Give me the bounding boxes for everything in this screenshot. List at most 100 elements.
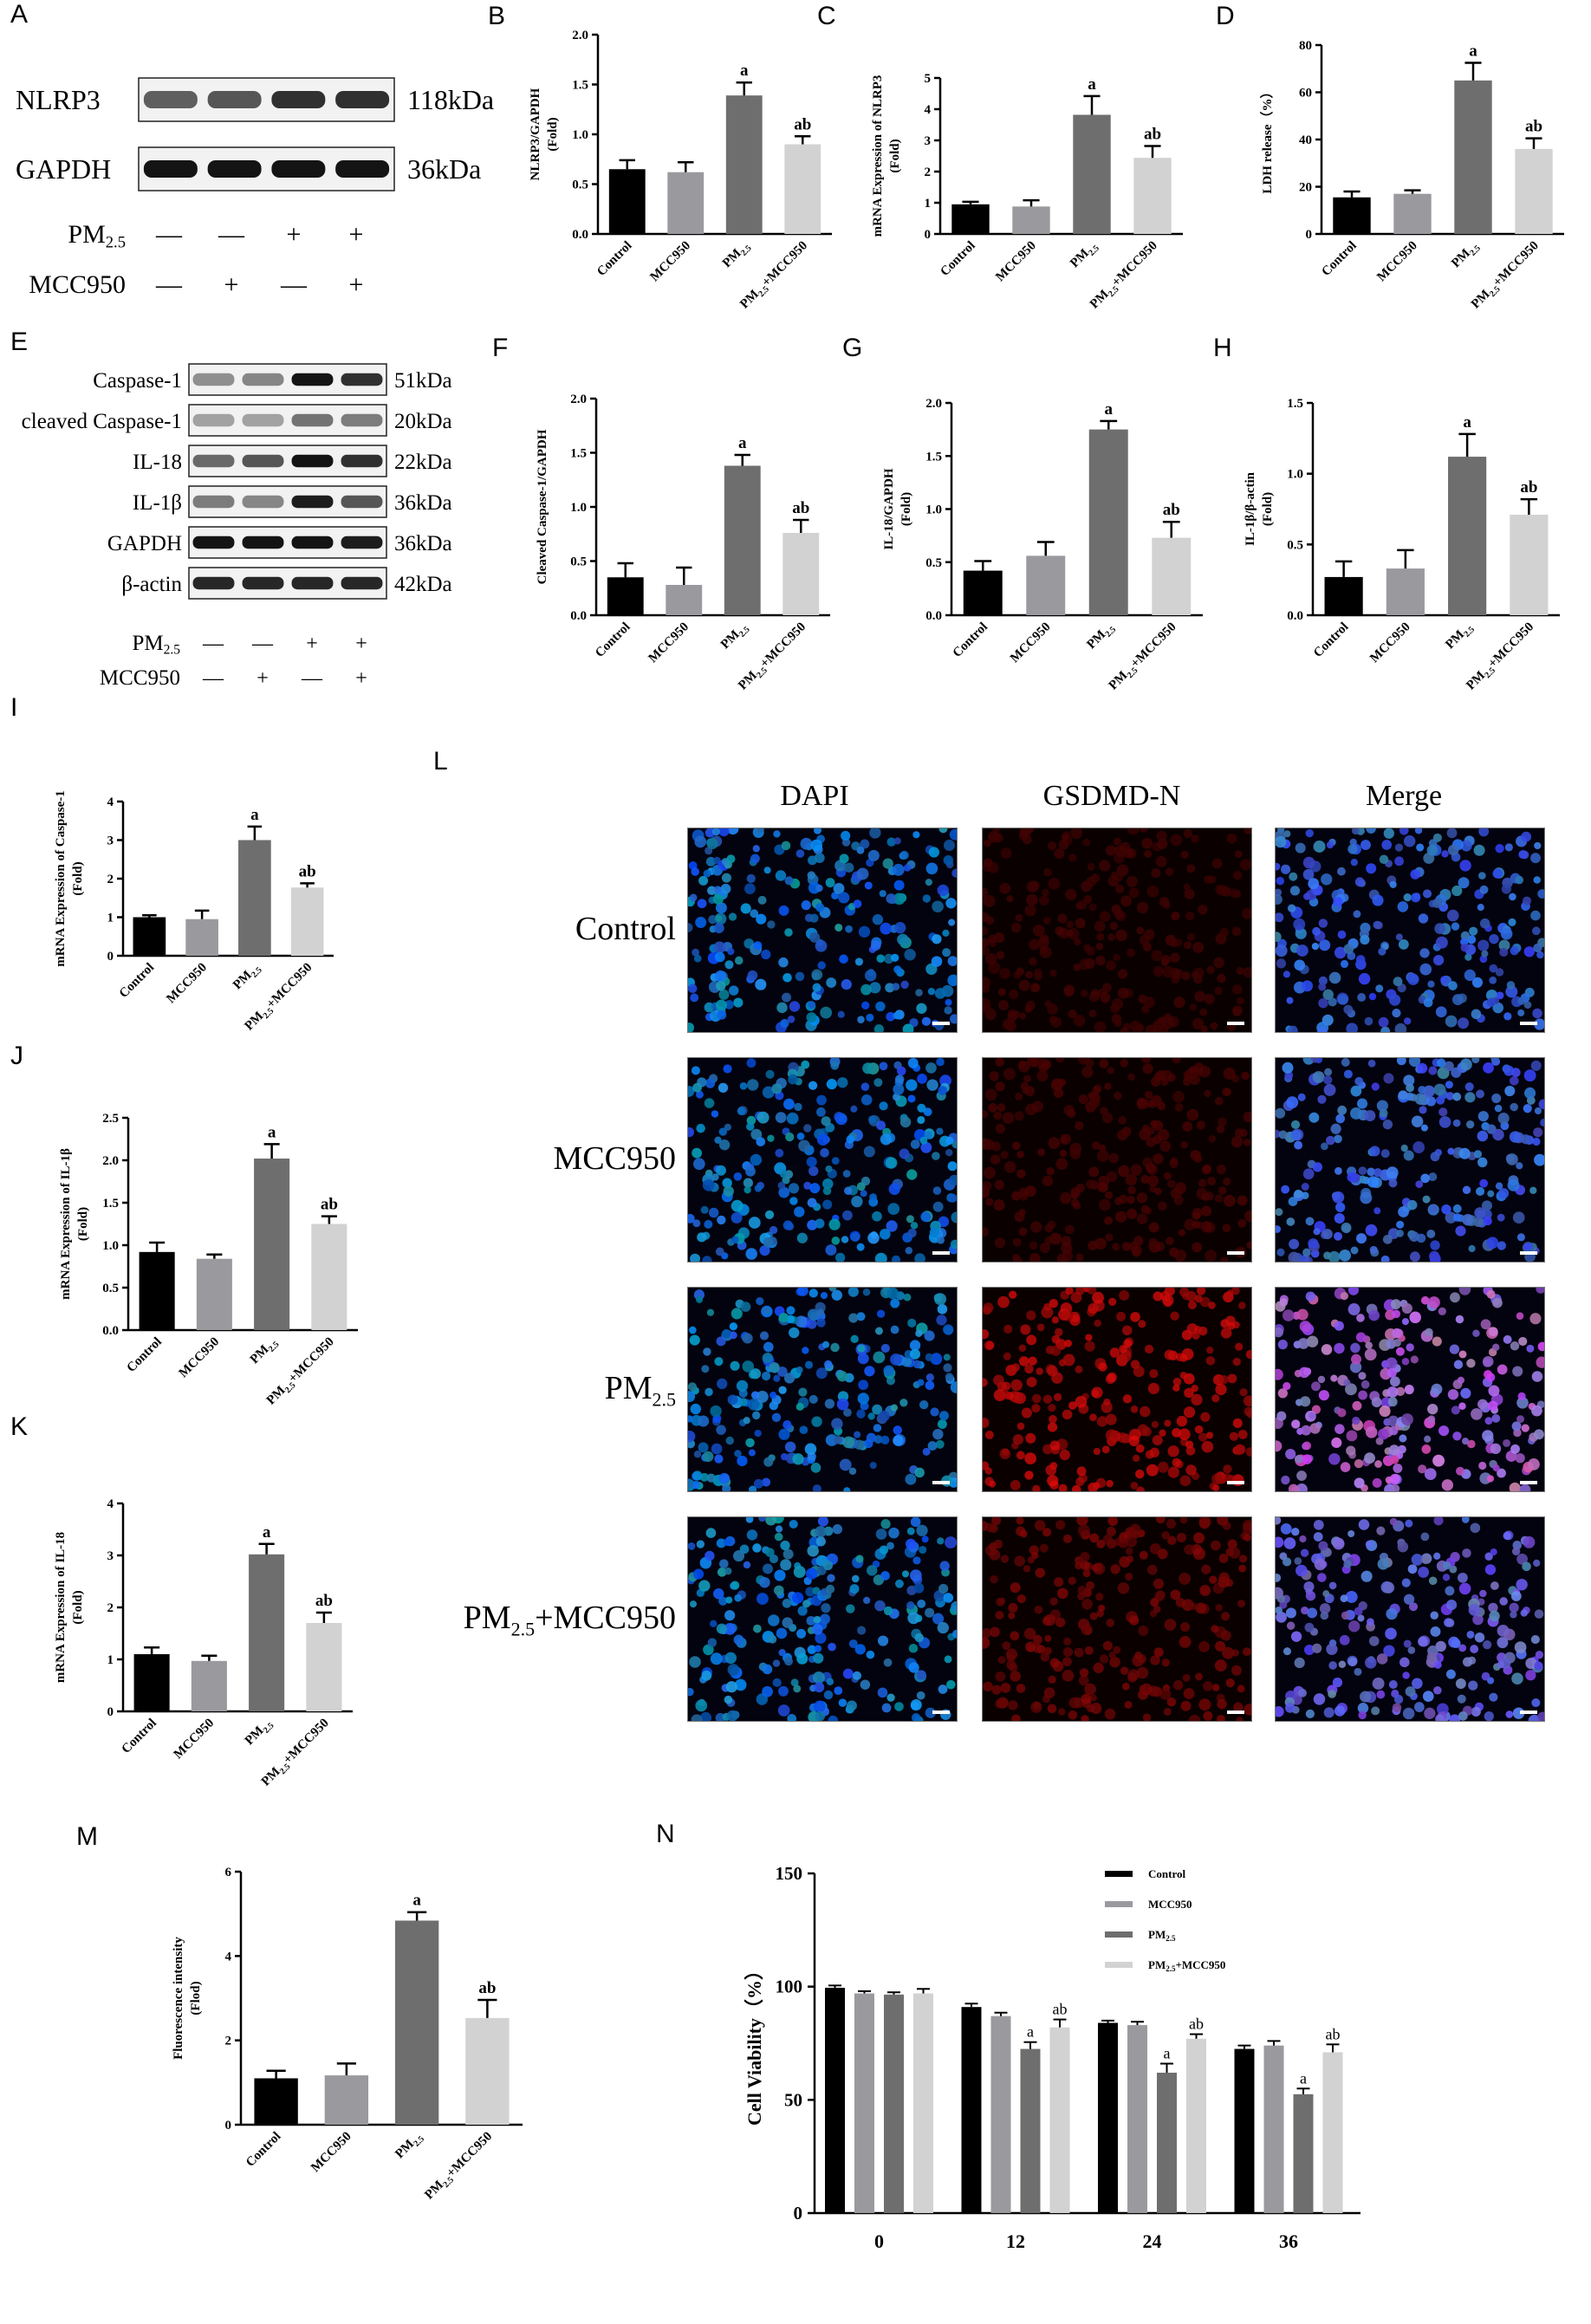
- cell: [1183, 1406, 1196, 1418]
- cell: [1244, 1534, 1251, 1542]
- cell: [1459, 860, 1471, 872]
- cell: [1101, 1445, 1110, 1454]
- cell: [932, 934, 942, 945]
- cell: [1201, 1165, 1211, 1175]
- cell: [775, 1525, 783, 1533]
- cell: [1372, 1477, 1382, 1488]
- cell: [794, 1102, 802, 1112]
- cell: [1127, 1208, 1138, 1219]
- cell: [1179, 1635, 1192, 1648]
- cell: [807, 1198, 817, 1208]
- cell: [727, 828, 739, 835]
- cell: [1445, 1015, 1458, 1028]
- cell: [1460, 840, 1472, 852]
- cell: [714, 1136, 722, 1145]
- cell: [704, 1219, 713, 1229]
- cell: [880, 922, 893, 935]
- cell: [1386, 1166, 1399, 1179]
- cell: [1049, 969, 1057, 977]
- cell: [1341, 1222, 1352, 1233]
- blot-e-row-0-band: [341, 373, 383, 386]
- cell: [906, 1527, 915, 1535]
- cell: [983, 1628, 992, 1639]
- cell: [692, 1470, 703, 1481]
- cell: [826, 1678, 834, 1685]
- cell: [1367, 1167, 1376, 1177]
- y-tick-label: 3: [107, 1549, 114, 1563]
- cell: [1475, 1186, 1485, 1196]
- cell: [1062, 1657, 1072, 1667]
- cell: [1294, 1454, 1303, 1464]
- cell: [858, 925, 871, 938]
- cell: [1469, 926, 1478, 936]
- blot-a-sign: —: [155, 220, 183, 249]
- y-tick-label: 0: [107, 950, 114, 964]
- cell: [1534, 1609, 1544, 1619]
- blot-a-sign: +: [287, 220, 302, 249]
- cell: [921, 1535, 929, 1543]
- cell: [1531, 1371, 1543, 1382]
- cell: [1088, 903, 1097, 912]
- cell: [1216, 1125, 1225, 1133]
- cell: [1332, 1191, 1345, 1204]
- cell: [984, 839, 991, 847]
- cell: [1153, 1605, 1161, 1613]
- cell: [949, 1174, 957, 1186]
- blot-e-row-2-frame: [188, 445, 387, 477]
- cell: [1019, 1529, 1028, 1538]
- cell: [808, 1081, 818, 1090]
- cell: [1468, 1680, 1478, 1691]
- cell: [993, 833, 1003, 843]
- cell: [1162, 901, 1171, 910]
- blot-a-treat-0: PM2.5: [68, 220, 126, 251]
- cell: [877, 1687, 888, 1698]
- cell: [1464, 1082, 1474, 1092]
- blot-e-sign: +: [355, 667, 367, 690]
- cell: [1190, 1603, 1198, 1611]
- cell: [787, 1714, 797, 1721]
- cell: [782, 1617, 793, 1628]
- cell: [1140, 1204, 1150, 1214]
- cell: [1107, 1067, 1114, 1074]
- cell: [1058, 839, 1069, 850]
- cell: [1065, 888, 1077, 901]
- cell: [703, 869, 711, 878]
- cell: [1119, 1289, 1130, 1301]
- panel-letter-m: M: [76, 1822, 98, 1851]
- cell: [855, 1555, 864, 1563]
- cell: [1008, 1290, 1017, 1299]
- cell: [1104, 1191, 1114, 1199]
- cell: [907, 1094, 916, 1103]
- cell: [1205, 1191, 1214, 1201]
- cell: [1034, 1605, 1043, 1614]
- cell: [983, 1681, 993, 1692]
- cell: [1450, 1292, 1460, 1303]
- cell: [1098, 1144, 1107, 1152]
- cell: [1517, 1392, 1526, 1400]
- blot-e-label-4: GAPDH: [107, 532, 182, 555]
- cell: [796, 1402, 804, 1412]
- cell: [1095, 955, 1106, 966]
- cell: [1536, 1356, 1544, 1368]
- cell: [914, 1633, 924, 1643]
- bar-b-0: [608, 169, 646, 234]
- cell: [1343, 1560, 1352, 1568]
- cell: [1244, 1704, 1251, 1716]
- cell: [1182, 1120, 1193, 1132]
- x-category-label: Control: [124, 1335, 164, 1375]
- y-tick-label: 40: [1299, 133, 1312, 147]
- cell: [1288, 1483, 1299, 1491]
- cell: [1120, 1666, 1129, 1675]
- cell: [1403, 834, 1416, 847]
- cell: [1236, 966, 1244, 976]
- cell: [1093, 1482, 1101, 1490]
- cell: [731, 1308, 743, 1320]
- cell: [807, 1645, 817, 1655]
- cell: [1465, 1120, 1475, 1129]
- cell: [1318, 1390, 1329, 1401]
- cell: [1044, 1634, 1052, 1642]
- cell: [1032, 1484, 1041, 1491]
- cell: [692, 1480, 700, 1490]
- cell: [1401, 1578, 1411, 1587]
- cell: [798, 1387, 808, 1397]
